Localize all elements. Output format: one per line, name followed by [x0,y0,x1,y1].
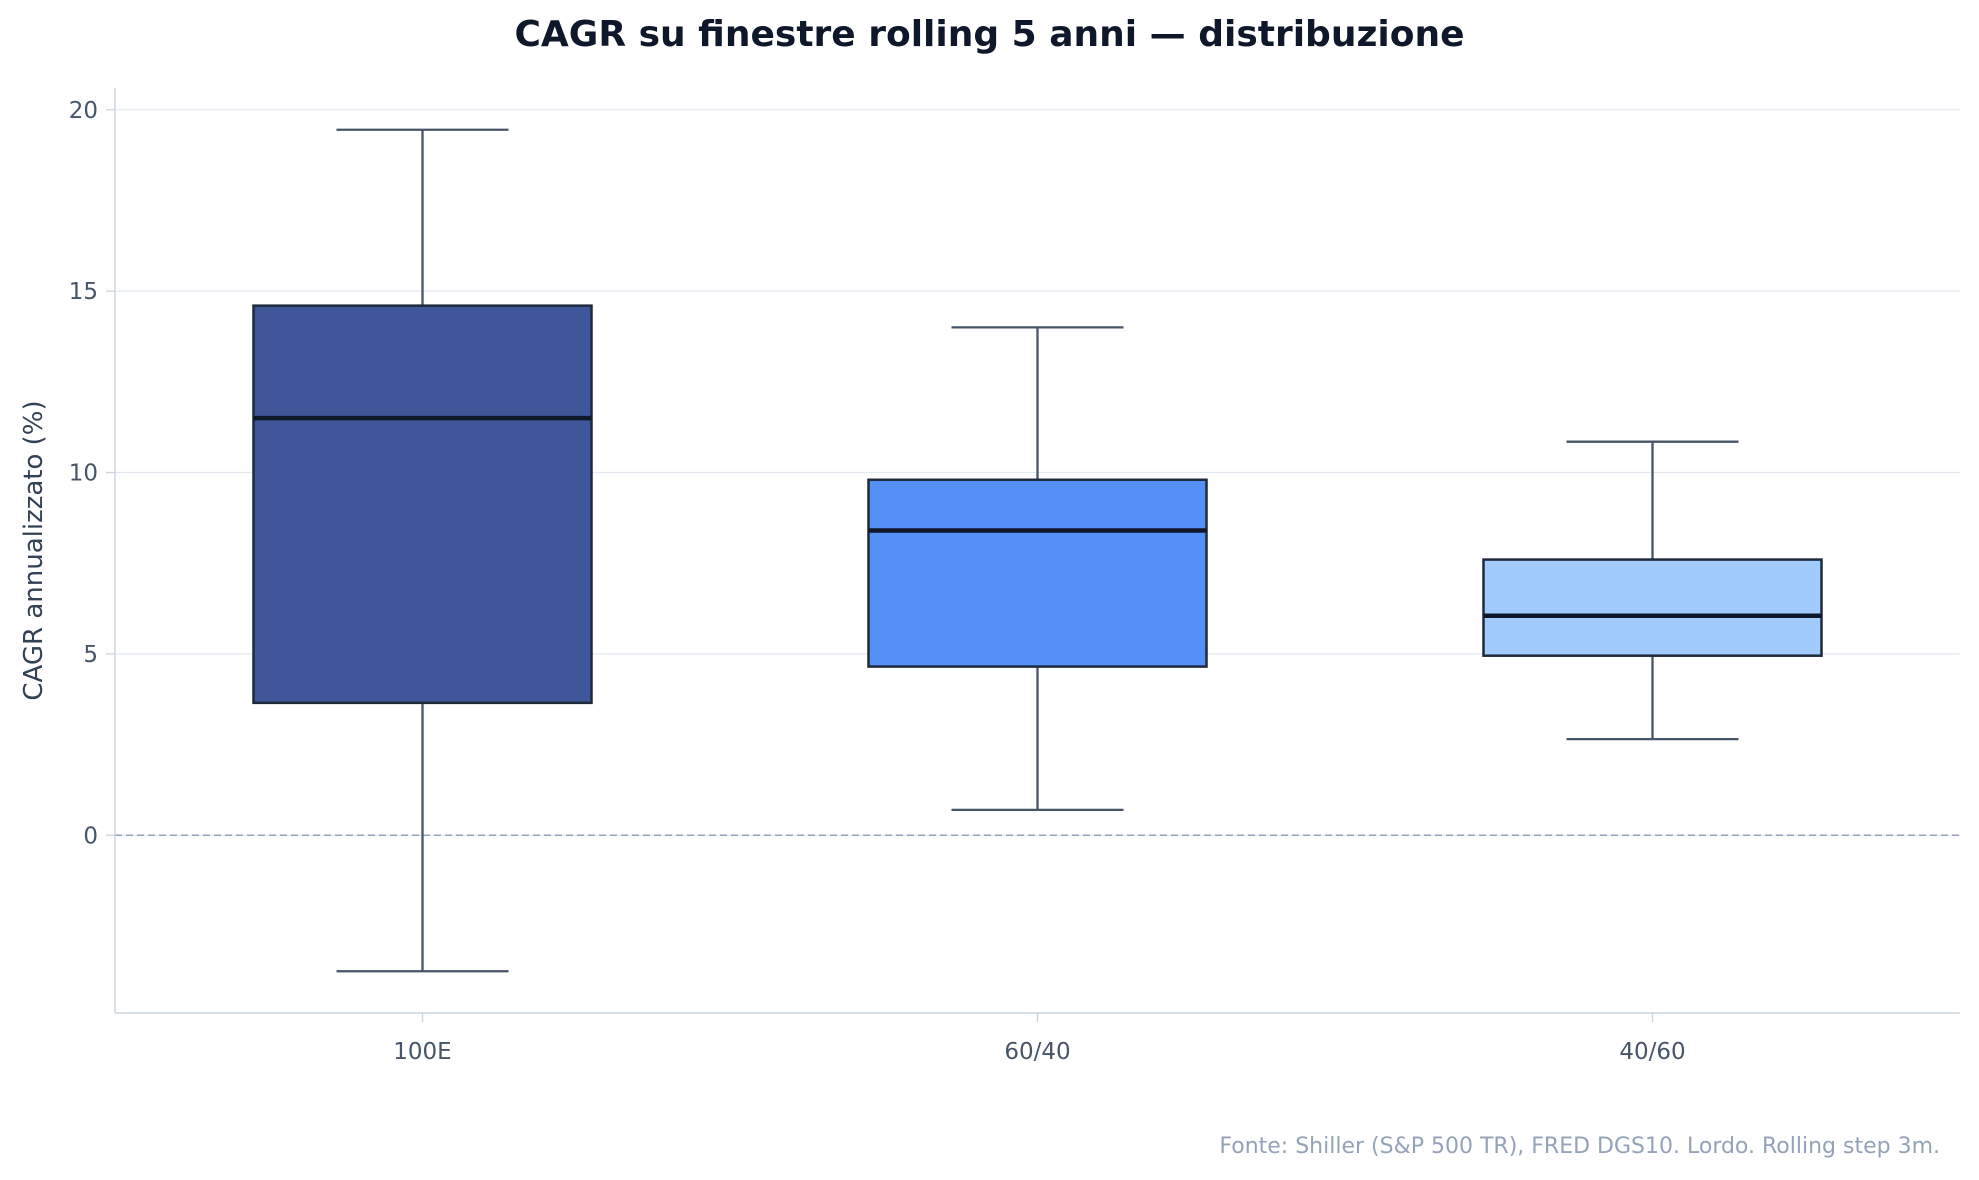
y-tick-label: 10 [69,461,98,487]
box-100E [252,304,593,705]
x-tick-label: 40/60 [1619,1039,1685,1065]
source-footnote: Fonte: Shiller (S&P 500 TR), FRED DGS10.… [1219,1134,1940,1159]
box-60-40 [867,478,1208,668]
y-axis-label: CAGR annualizzato (%) [19,400,49,700]
y-tick-label: 5 [83,642,98,668]
y-tick-label: 15 [69,279,98,305]
x-tick-label: 100E [393,1039,451,1065]
box-40-60 [1482,558,1823,657]
y-tick-label: 20 [69,98,98,124]
y-tick-label: 0 [83,823,98,849]
chart-title: CAGR su finestre rolling 5 anni — distri… [514,14,1465,55]
x-tick-label: 60/40 [1004,1039,1070,1065]
